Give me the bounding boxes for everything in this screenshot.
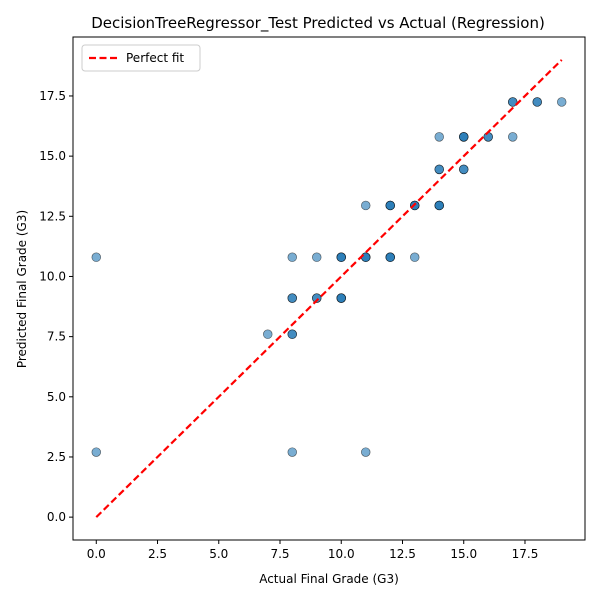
scatter-point-2: [263, 329, 273, 339]
scatter-point-9: [312, 252, 322, 262]
scatter-point-41: [459, 132, 469, 142]
scatter-point-3: [287, 252, 297, 262]
scatter-point-8: [287, 447, 297, 457]
scatter-point-28: [385, 252, 395, 262]
scatter-point-17: [336, 293, 346, 303]
scatter-point-48: [508, 132, 518, 142]
y-tick-label: 15.0: [39, 149, 66, 163]
x-tick-label: 12.5: [389, 547, 416, 561]
scatter-point-25: [385, 200, 395, 211]
scatter-point-7: [287, 329, 297, 339]
y-tick-label: 10.0: [39, 269, 66, 283]
x-tick-label: 5.0: [209, 547, 228, 561]
y-tick-label: 12.5: [39, 209, 66, 223]
scatter-point-35: [434, 164, 444, 175]
scatter-point-11: [312, 293, 322, 303]
legend-perfect-fit-label: Perfect fit: [126, 51, 184, 65]
scatter-point-5: [287, 293, 297, 303]
x-tick-label: 15.0: [450, 547, 477, 561]
scatter-point-18: [361, 200, 371, 211]
scatter-point-1: [91, 447, 101, 457]
y-tick-label: 5.0: [47, 390, 66, 404]
plot-frame: [72, 36, 586, 541]
perfect-fit-line: [95, 59, 563, 518]
y-axis-label: Predicted Final Grade (G3): [15, 210, 29, 368]
scatter-point-38: [434, 200, 444, 211]
scatter-point-0: [91, 252, 101, 262]
y-tick-label: 7.5: [47, 330, 66, 344]
scatter-point-50: [532, 97, 542, 107]
scatter-point-32: [410, 252, 420, 262]
x-tick-label: 0.0: [87, 547, 106, 561]
axis-ticks: 0.0 2.5 5.0 7.5 10.0 12.5 15.0 17.5 0.0 2.5 5.0 7.5…: [39, 89, 538, 561]
x-tick-label: 17.5: [512, 547, 539, 561]
x-tick-label: 2.5: [148, 547, 167, 561]
legend: Perfect fit: [81, 44, 201, 72]
x-tick-label: 10.0: [328, 547, 355, 561]
x-tick-label: 7.5: [270, 547, 289, 561]
scatter-point-14: [336, 252, 346, 262]
scatter-point-47: [508, 97, 518, 107]
y-tick-label: 17.5: [39, 89, 66, 103]
chart-title: DecisionTreeRegressor_Test Predicted vs …: [91, 14, 545, 33]
scatter-point-43: [459, 164, 469, 175]
x-axis-label: Actual Final Grade (G3): [259, 572, 399, 586]
scatter-point-33: [434, 132, 444, 142]
scatter-point-51: [557, 97, 567, 107]
scatter-point-22: [361, 447, 371, 457]
plot-area: [91, 59, 567, 518]
y-tick-label: 0.0: [47, 510, 66, 524]
legend-box: [81, 44, 201, 72]
y-tick-label: 2.5: [47, 450, 66, 464]
